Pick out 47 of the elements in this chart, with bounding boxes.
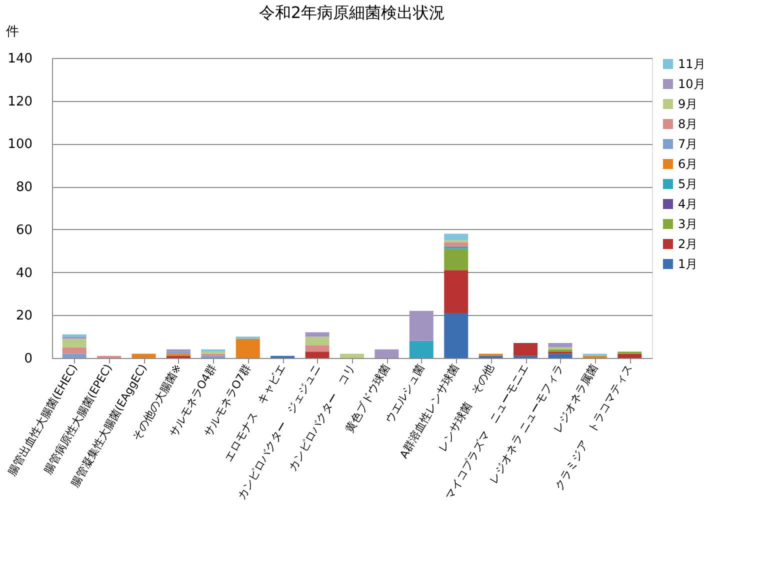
- bar: [374, 349, 399, 358]
- legend-label: 2月: [678, 237, 698, 251]
- bar: [618, 354, 642, 358]
- bar: [305, 345, 330, 352]
- y-tick-label: 100: [8, 137, 32, 152]
- y-axis-title: 件: [6, 24, 19, 40]
- legend-label: 10月: [678, 77, 706, 91]
- bar: [340, 354, 364, 358]
- y-tick-label: 60: [16, 222, 32, 238]
- bar: [62, 338, 86, 348]
- bar: [62, 347, 86, 354]
- legend-label: 5月: [678, 177, 698, 191]
- legend-label: 3月: [678, 217, 698, 231]
- bar: [548, 343, 572, 348]
- bar: [444, 248, 468, 270]
- bar: [409, 310, 434, 341]
- bar: [444, 242, 468, 247]
- legend-label: 6月: [678, 157, 698, 171]
- bar: [62, 334, 86, 337]
- bar: [444, 234, 468, 240]
- y-tick-label: 20: [16, 308, 32, 324]
- bar: [201, 349, 226, 352]
- y-tick-label: 140: [8, 52, 32, 66]
- chart-title: 令和2年病原細菌検出状況: [258, 3, 446, 22]
- bar: [305, 332, 330, 337]
- legend-label: 8月: [678, 117, 698, 131]
- legend-label: 9月: [678, 97, 698, 111]
- y-tick-label: 0: [24, 352, 32, 366]
- bar: [305, 336, 330, 346]
- bar: [132, 354, 156, 358]
- legend-label: 7月: [678, 137, 698, 151]
- bar: [236, 338, 260, 358]
- legend-label: 4月: [678, 197, 698, 211]
- bar: [305, 352, 330, 358]
- bar: [409, 340, 434, 358]
- y-tick-label: 40: [16, 266, 32, 281]
- bar: [548, 349, 572, 352]
- legend-label: 1月: [678, 257, 698, 271]
- bar: [514, 343, 538, 356]
- bar: [548, 354, 572, 358]
- y-tick-label: 120: [8, 94, 32, 110]
- bar: [444, 313, 468, 358]
- y-tick-label: 80: [16, 180, 32, 196]
- bar: [444, 270, 468, 313]
- legend-label: 11月: [678, 57, 706, 71]
- bar: [62, 354, 86, 358]
- bar: [166, 349, 190, 352]
